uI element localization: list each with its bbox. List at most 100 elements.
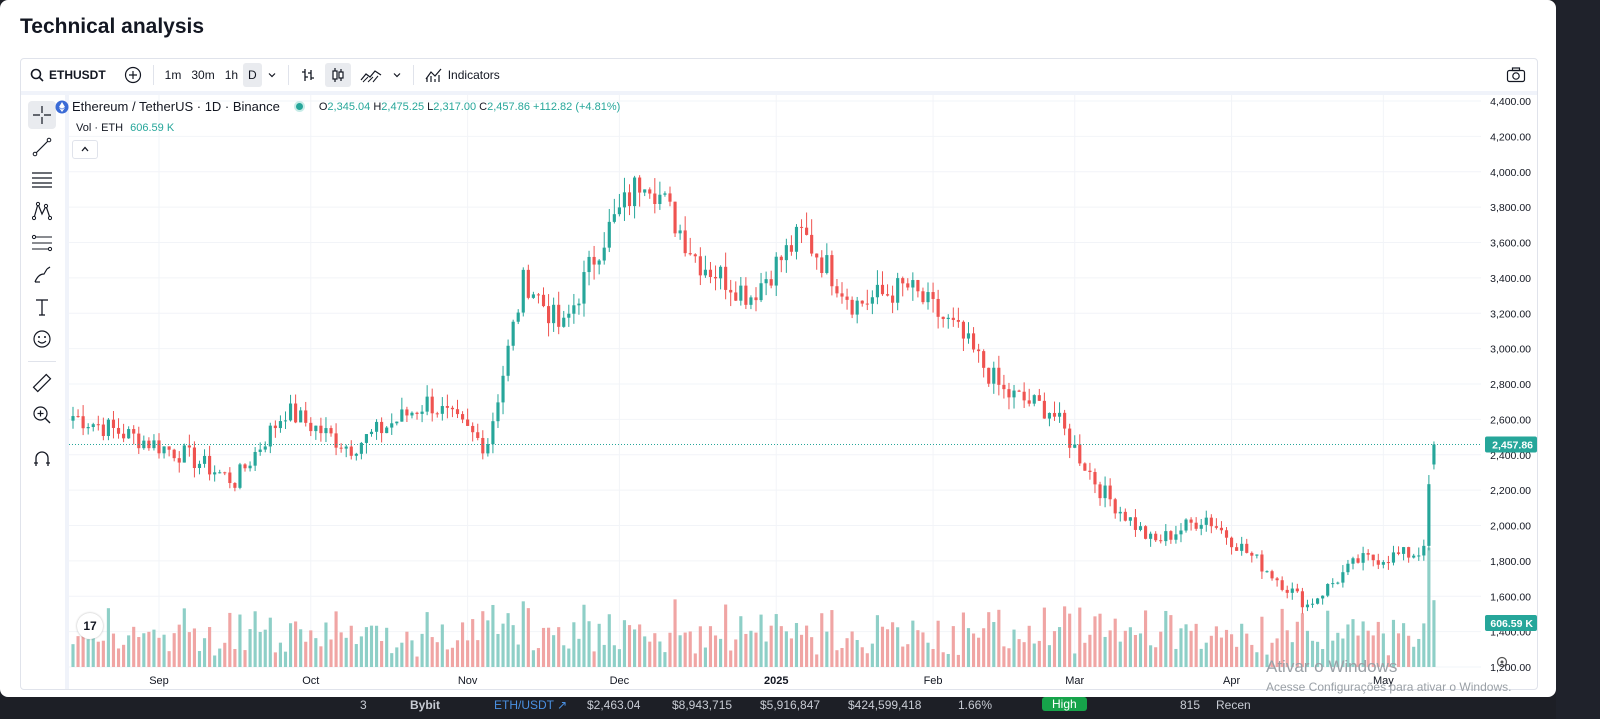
- candle-body: [1063, 412, 1067, 429]
- volume-bar: [653, 633, 657, 667]
- volume-bar: [1376, 621, 1380, 667]
- volume-bar: [369, 625, 374, 667]
- crosshair-tool[interactable]: [28, 101, 56, 129]
- volume-bar: [511, 625, 515, 667]
- candles-style-icon: [332, 68, 344, 82]
- candle-body: [1326, 584, 1330, 596]
- volume-bar: [820, 613, 824, 667]
- volume-bar: [1270, 642, 1274, 667]
- price-tick-label: 2,400.00: [1490, 450, 1531, 462]
- volume-bar: [688, 631, 692, 667]
- candle-body: [1240, 543, 1244, 551]
- price-tick-label: 3,200.00: [1490, 308, 1531, 320]
- candle-body: [344, 446, 348, 449]
- horizontal-lines-icon: [32, 172, 52, 188]
- candle-body: [703, 269, 707, 276]
- volume-bar: [142, 633, 146, 667]
- axis-settings-button[interactable]: [1496, 655, 1508, 671]
- style-dropdown[interactable]: [387, 63, 407, 87]
- candle-body: [931, 292, 935, 299]
- candle-body: [936, 298, 940, 317]
- indicators-button[interactable]: Indicators: [420, 63, 505, 87]
- interval-1m[interactable]: 1m: [164, 68, 182, 82]
- chart-grid: [69, 95, 1481, 668]
- volume-bar: [172, 633, 176, 667]
- tool-divider: [28, 361, 56, 362]
- ethereum-logo-icon: [55, 100, 69, 113]
- candle-body: [850, 299, 854, 315]
- collapse-legend-button[interactable]: [72, 140, 98, 159]
- candle-body: [744, 285, 748, 305]
- candle-body: [1098, 484, 1102, 499]
- candle-body: [1032, 395, 1036, 404]
- candle-body: [1402, 547, 1406, 554]
- candle-body: [1275, 578, 1279, 581]
- trend-line-tool[interactable]: [28, 133, 56, 161]
- candle-body: [202, 455, 207, 464]
- interval-dropdown[interactable]: [262, 63, 282, 87]
- candle-body: [557, 304, 561, 327]
- horizontal-lines-tool[interactable]: [28, 165, 56, 193]
- candle-body: [364, 434, 369, 443]
- chart-toolbar: ETHUSDT 1m 30m 1h D: [21, 59, 1537, 95]
- volume-bar: [86, 639, 90, 667]
- candle-body: [1078, 444, 1082, 464]
- drawing-toolbar: [21, 95, 69, 689]
- volume-bar: [1073, 653, 1077, 667]
- volume-bar: [476, 640, 480, 667]
- candle-body: [845, 296, 849, 300]
- price-tick-label: 2,000.00: [1490, 521, 1531, 533]
- fib-tool[interactable]: [28, 229, 56, 257]
- close-icon[interactable]: ✕: [1552, 12, 1556, 34]
- volume-bar: [678, 635, 682, 667]
- magnet-tool[interactable]: [28, 445, 56, 473]
- volume-bar: [703, 647, 707, 667]
- volume-bar: [425, 612, 429, 667]
- volume-bar: [658, 641, 662, 667]
- volume-bar: [987, 612, 991, 667]
- candle-body: [1331, 583, 1335, 585]
- area-style-button[interactable]: [355, 63, 387, 87]
- candle-body: [309, 422, 313, 432]
- candle-body: [258, 449, 262, 452]
- compare-button[interactable]: [119, 63, 147, 87]
- bars-style-button[interactable]: [295, 63, 321, 87]
- candle-body: [794, 226, 799, 252]
- interval-30m[interactable]: 30m: [191, 68, 215, 82]
- candle-body: [253, 451, 257, 466]
- snapshot-button[interactable]: [1501, 63, 1531, 87]
- candle-body: [410, 412, 414, 416]
- volume-bar: [1164, 610, 1168, 667]
- brush-tool[interactable]: [28, 261, 56, 289]
- volume-bar: [1310, 640, 1315, 667]
- zoom-in-tool[interactable]: [28, 401, 56, 429]
- candle-body: [1174, 534, 1178, 540]
- pattern-tool[interactable]: [28, 197, 56, 225]
- settings-icon: [1496, 656, 1508, 668]
- candle-body: [1073, 444, 1077, 448]
- emoji-tool[interactable]: [28, 325, 56, 353]
- candle-body: [582, 272, 586, 304]
- volume-bar: [400, 642, 404, 667]
- candles-style-button[interactable]: [324, 63, 351, 87]
- volume-bar: [319, 646, 323, 667]
- interval-1d[interactable]: D: [243, 63, 262, 87]
- candle-body: [648, 189, 652, 194]
- volume-bar: [683, 632, 687, 667]
- symbol-search[interactable]: ETHUSDT: [25, 63, 111, 87]
- ruler-tool[interactable]: [28, 369, 56, 397]
- volume-bar: [471, 619, 475, 667]
- add-compare-icon: [124, 66, 141, 84]
- chart-pane[interactable]: 4,400.00 4,200.00 4,000.00 3,800.00 3,600.00…: [69, 95, 1537, 689]
- tradingview-logo[interactable]: 17: [77, 613, 103, 639]
- text-tool[interactable]: [28, 293, 56, 321]
- volume-bar: [784, 631, 788, 667]
- interval-1h[interactable]: 1h: [224, 68, 239, 82]
- candle-body: [1113, 499, 1117, 514]
- volume-bar: [1159, 631, 1163, 667]
- candle-body: [243, 464, 247, 469]
- volume-bar: [415, 656, 419, 667]
- candle-body: [916, 280, 920, 292]
- row-price: $2,463.04: [587, 698, 641, 712]
- volume-bar: [744, 633, 748, 667]
